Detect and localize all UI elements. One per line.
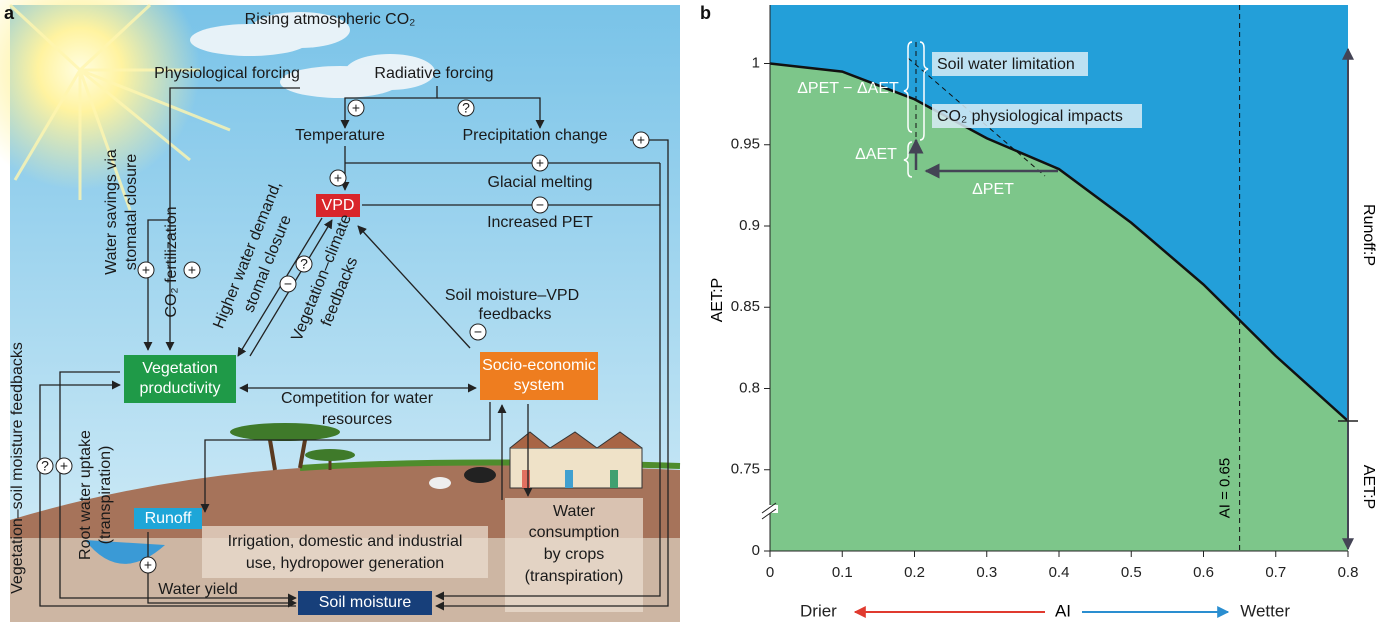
annotation: ΔPET − ΔAET [797,80,899,97]
label: Water savings via [103,149,120,275]
drier-label: Drier [800,601,837,620]
y-tick-label: 0.8 [739,379,760,396]
y-tick-label: 1 [752,54,760,71]
panel-b: b 0 0.75 0.8 0.85 0.9 0.95 1 0 0.1 0.2 0.3 0.4 0.5 0.… [700,3,1377,621]
sign: + [352,100,360,116]
panel-a: a Rising atmospheric CO₂ Physiological fo… [0,0,680,622]
x-tick-label: 0.2 [904,564,925,581]
x-tick-label: 0.4 [1049,564,1070,581]
runoff-label: Runoff:P [1360,204,1377,266]
x-axis-label: AI [1055,601,1071,620]
y-axis-label: AET:P [709,278,726,322]
label: Glacial melting [488,174,593,191]
label: (transpiration) [97,446,114,545]
x-tick-label: 0.5 [1121,564,1142,581]
label: Water yield [158,581,237,598]
y-tick-label: 0.95 [731,136,760,153]
sign: − [474,324,482,340]
label: Radiative forcing [374,65,493,82]
label: resources [322,411,392,428]
sign: + [334,170,342,186]
label: (transpiration) [525,568,624,585]
x-tick-label: 0.3 [976,564,997,581]
y-tick-label: 0.75 [731,461,760,478]
label: Irrigation, domestic and industrial [228,533,463,550]
y-tick-label: 0.9 [739,217,760,234]
label: productivity [140,380,221,397]
annotation: Soil water limitation [937,56,1075,73]
sign: ? [41,458,49,474]
x-tick-label: 0.1 [832,564,853,581]
label: Soil moisture–VPD [445,287,579,304]
x-tick-label: 0 [766,564,774,581]
panel-label: b [700,3,711,23]
label: CO₂ fertilization [163,206,180,317]
vpd-label: VPD [322,197,355,214]
sign: + [60,458,68,474]
x-tick-label: 0.6 [1193,564,1214,581]
label: Water [553,503,596,520]
label: Socio-economic [482,357,596,374]
sign: − [284,276,292,292]
label: Rising atmospheric CO₂ [245,11,416,28]
label: Precipitation change [463,127,608,144]
sign: ? [462,100,470,116]
aet-label: AET:P [1360,465,1377,509]
label: stomatal closure [123,154,140,271]
sign: + [142,262,150,278]
label: Competition for water [281,390,434,407]
y-tick-label: 0.85 [731,298,760,315]
x-tick-label: 0.8 [1338,564,1359,581]
sign: − [536,197,544,213]
annotation: ΔPET [972,181,1014,198]
label: Vegetation [142,360,218,377]
label: Soil moisture [319,594,412,611]
wetter-label: Wetter [1240,601,1290,620]
label: Vegetation–soil moisture feedbacks [9,342,26,594]
label: Increased PET [487,214,593,231]
sign: + [536,155,544,171]
label: Root water uptake [77,430,94,560]
panel-label: a [4,3,15,23]
sign: + [144,557,152,573]
y-tick-label: 0 [752,542,760,559]
annotation: CO₂ physiological impacts [937,108,1123,125]
label: system [514,377,565,394]
label: by crops [544,546,604,563]
x-tick-label: 0.7 [1265,564,1286,581]
annotation: ΔAET [855,146,897,163]
sign: + [637,132,645,148]
houses [510,432,642,488]
label: consumption [529,524,620,541]
label: feedbacks [479,306,552,323]
label: Physiological forcing [154,65,300,82]
label: Temperature [295,127,385,144]
label: use, hydropower generation [246,555,444,572]
figure: a Rising atmospheric CO₂ Physiological fo… [0,0,1381,628]
sign: + [188,262,196,278]
label: Runoff [145,510,192,527]
ai-line-label: AI = 0.65 [1217,458,1234,518]
sign: ? [300,256,308,272]
